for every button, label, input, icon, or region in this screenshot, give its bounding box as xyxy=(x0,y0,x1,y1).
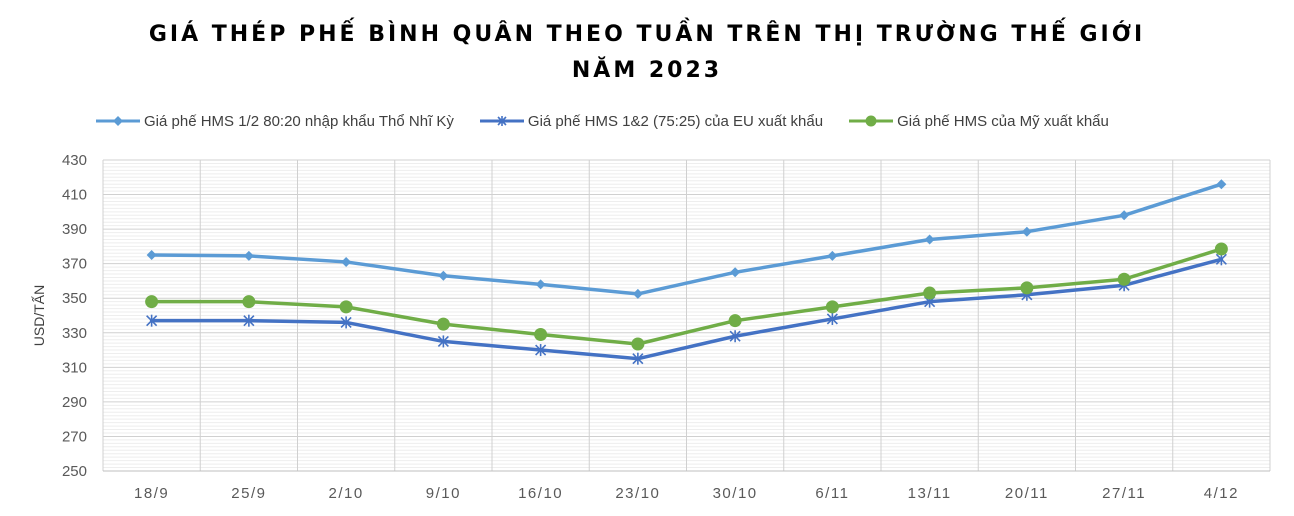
legend-marker-eu xyxy=(479,116,524,126)
data-point-marker xyxy=(728,314,742,328)
legend-label-us: Giá phế HMS của Mỹ xuất khẩu xyxy=(897,112,1109,130)
data-point-marker xyxy=(924,234,935,245)
legend-item-eu: Giá phế HMS 1&2 (75:25) của EU xuất khẩu xyxy=(479,112,824,130)
data-point-marker xyxy=(145,295,159,309)
y-tick-label: 370 xyxy=(62,256,87,273)
legend-item-us: Giá phế HMS của Mỹ xuất khẩu xyxy=(849,113,1109,130)
x-tick-label: 2/10 xyxy=(329,485,364,502)
x-tick-label: 23/10 xyxy=(615,485,660,502)
series-line-1 xyxy=(149,257,1224,361)
x-tick-label: 25/9 xyxy=(231,485,266,502)
y-tick-label: 350 xyxy=(62,290,87,307)
data-point-marker xyxy=(535,279,546,290)
data-point-marker xyxy=(631,337,645,351)
data-point-marker xyxy=(1021,226,1032,237)
x-tick-label: 20/11 xyxy=(1005,485,1049,502)
data-point-marker xyxy=(438,270,449,281)
y-tick-label: 390 xyxy=(62,221,87,238)
x-tick-label: 16/10 xyxy=(518,485,563,502)
x-tick-label: 30/10 xyxy=(713,485,758,502)
data-point-marker xyxy=(535,344,547,357)
x-tick-label: 27/11 xyxy=(1102,485,1146,502)
data-point-marker xyxy=(1020,281,1034,295)
y-tick-label: 290 xyxy=(62,394,87,411)
data-point-marker xyxy=(534,328,548,342)
data-point-marker xyxy=(243,250,254,261)
x-tick-label: 9/10 xyxy=(426,485,461,502)
x-tick-label: 13/11 xyxy=(908,485,952,502)
legend: Giá phế HMS 1/2 80:20 nhập khẩu Thổ Nhĩ … xyxy=(96,108,1135,134)
legend-label-turkey: Giá phế HMS 1/2 80:20 nhập khẩu Thổ Nhĩ … xyxy=(144,112,454,130)
data-point-marker xyxy=(339,300,353,314)
series-line-2 xyxy=(149,247,1224,346)
y-tick-label: 310 xyxy=(62,359,87,376)
data-point-marker xyxy=(436,317,450,331)
chart-title: GIÁ THÉP PHẾ BÌNH QUÂN THEO TUẦN TRÊN TH… xyxy=(148,22,1146,47)
y-tick-label: 250 xyxy=(62,463,87,480)
legend-marker-turkey xyxy=(96,116,140,126)
y-tick-label: 270 xyxy=(62,428,87,445)
data-point-marker xyxy=(146,314,158,327)
data-point-marker xyxy=(632,288,643,299)
data-point-marker xyxy=(341,256,352,267)
data-point-marker xyxy=(825,300,839,314)
series-line-0 xyxy=(149,182,1224,296)
y-axis-label: USD/TẤN xyxy=(31,285,47,346)
data-point-marker xyxy=(243,314,255,327)
legend-marker-us xyxy=(849,115,894,127)
data-point-marker xyxy=(1117,272,1131,286)
legend-label-eu: Giá phế HMS 1&2 (75:25) của EU xuất khẩu xyxy=(527,112,824,130)
data-point-marker xyxy=(826,312,838,325)
chart-title-line2: NĂM 2023 xyxy=(571,58,723,83)
x-tick-label: 18/9 xyxy=(134,485,169,502)
data-point-marker xyxy=(730,267,741,278)
x-tick-label: 4/12 xyxy=(1204,485,1239,502)
data-point-marker xyxy=(437,335,449,348)
y-tick-label: 410 xyxy=(62,187,87,204)
data-point-marker xyxy=(340,316,352,329)
y-tick-label: 330 xyxy=(62,325,87,342)
legend-item-turkey: Giá phế HMS 1/2 80:20 nhập khẩu Thổ Nhĩ … xyxy=(96,113,454,130)
x-tick-label: 6/11 xyxy=(815,485,849,502)
data-point-marker xyxy=(146,250,157,261)
data-point-marker xyxy=(1119,210,1130,221)
data-point-marker xyxy=(632,352,644,365)
data-point-marker xyxy=(827,250,838,261)
data-point-marker xyxy=(1216,179,1227,190)
y-tick-label: 430 xyxy=(62,152,87,169)
data-point-marker xyxy=(242,295,256,309)
data-point-marker xyxy=(1214,242,1228,256)
data-point-marker xyxy=(729,330,741,343)
data-point-marker xyxy=(923,286,937,300)
